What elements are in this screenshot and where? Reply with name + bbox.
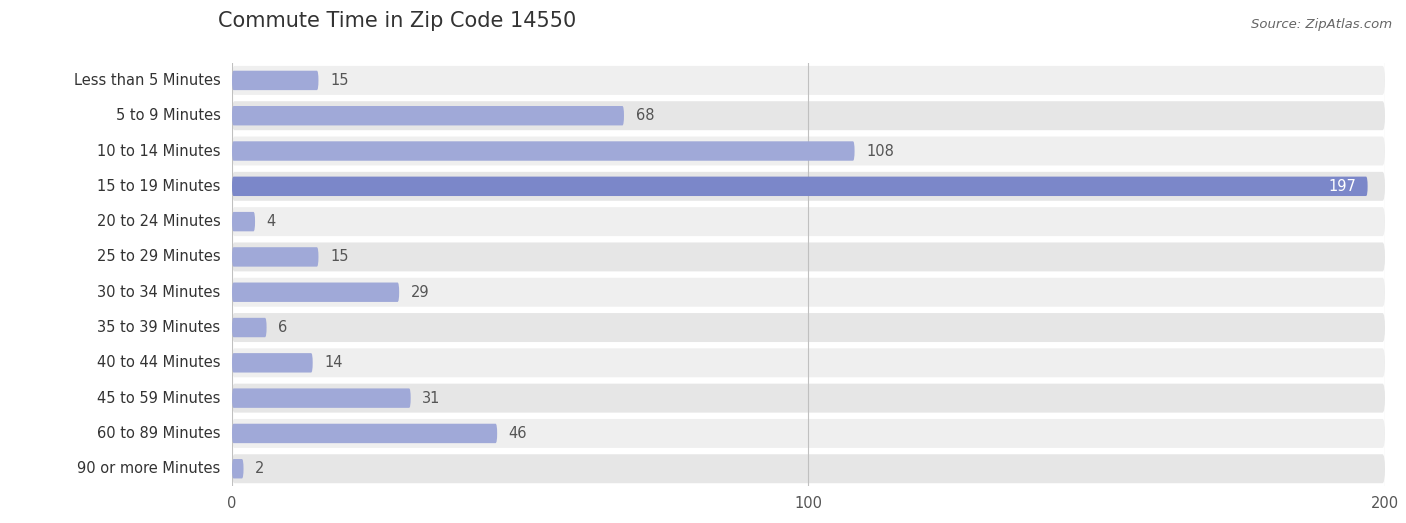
Text: 14: 14 (325, 355, 343, 370)
Text: Commute Time in Zip Code 14550: Commute Time in Zip Code 14550 (218, 12, 576, 31)
Text: 2: 2 (254, 461, 264, 476)
Text: 10 to 14 Minutes: 10 to 14 Minutes (97, 143, 221, 158)
Text: 31: 31 (422, 391, 440, 406)
Text: 35 to 39 Minutes: 35 to 39 Minutes (97, 320, 221, 335)
Text: 30 to 34 Minutes: 30 to 34 Minutes (97, 285, 221, 300)
Text: 5 to 9 Minutes: 5 to 9 Minutes (115, 108, 221, 123)
FancyBboxPatch shape (232, 278, 1385, 306)
Text: 108: 108 (866, 143, 894, 158)
Text: 68: 68 (636, 108, 654, 123)
Text: 60 to 89 Minutes: 60 to 89 Minutes (97, 426, 221, 441)
Text: 6: 6 (278, 320, 287, 335)
Text: 45 to 59 Minutes: 45 to 59 Minutes (97, 391, 221, 406)
FancyBboxPatch shape (232, 207, 1385, 236)
Text: 46: 46 (509, 426, 527, 441)
FancyBboxPatch shape (232, 348, 1385, 377)
FancyBboxPatch shape (232, 212, 254, 231)
Text: 20 to 24 Minutes: 20 to 24 Minutes (97, 214, 221, 229)
FancyBboxPatch shape (232, 424, 498, 443)
Text: 15: 15 (330, 249, 349, 265)
Text: 4: 4 (267, 214, 276, 229)
FancyBboxPatch shape (232, 177, 1368, 196)
FancyBboxPatch shape (232, 282, 399, 302)
Text: Source: ZipAtlas.com: Source: ZipAtlas.com (1251, 18, 1392, 31)
FancyBboxPatch shape (232, 318, 267, 337)
FancyBboxPatch shape (232, 353, 312, 372)
FancyBboxPatch shape (232, 66, 1385, 95)
FancyBboxPatch shape (232, 384, 1385, 413)
FancyBboxPatch shape (232, 313, 1385, 342)
Text: 25 to 29 Minutes: 25 to 29 Minutes (97, 249, 221, 265)
Text: 15: 15 (330, 73, 349, 88)
FancyBboxPatch shape (232, 101, 1385, 130)
FancyBboxPatch shape (232, 172, 1385, 201)
Text: 197: 197 (1329, 179, 1357, 194)
Text: Less than 5 Minutes: Less than 5 Minutes (73, 73, 221, 88)
FancyBboxPatch shape (232, 243, 1385, 271)
FancyBboxPatch shape (232, 389, 411, 408)
FancyBboxPatch shape (232, 71, 318, 90)
FancyBboxPatch shape (232, 247, 318, 267)
Text: 90 or more Minutes: 90 or more Minutes (77, 461, 221, 476)
FancyBboxPatch shape (232, 454, 1385, 483)
Text: 40 to 44 Minutes: 40 to 44 Minutes (97, 355, 221, 370)
Text: 29: 29 (411, 285, 429, 300)
FancyBboxPatch shape (232, 419, 1385, 448)
Text: 15 to 19 Minutes: 15 to 19 Minutes (97, 179, 221, 194)
FancyBboxPatch shape (232, 141, 855, 161)
FancyBboxPatch shape (232, 459, 243, 479)
FancyBboxPatch shape (232, 106, 624, 126)
FancyBboxPatch shape (232, 137, 1385, 165)
